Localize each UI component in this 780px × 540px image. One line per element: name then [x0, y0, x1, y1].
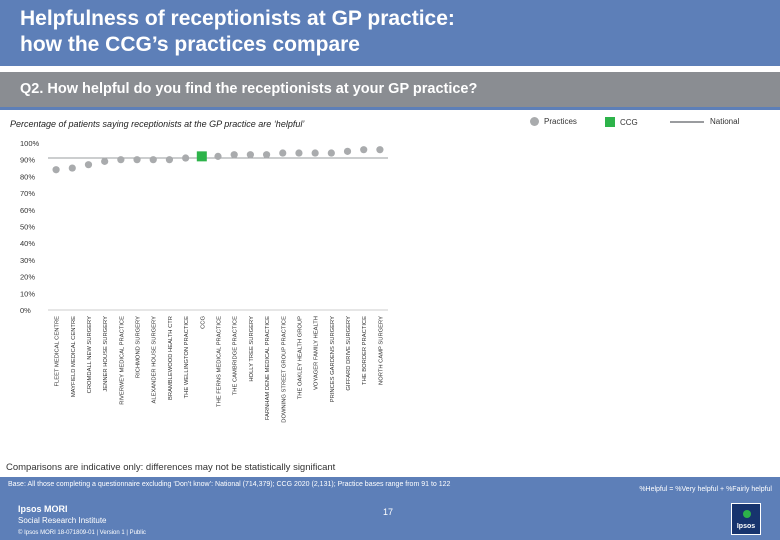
- practice-marker: [376, 146, 384, 154]
- legend-practices: Practices: [530, 117, 577, 126]
- ccg-marker: [196, 151, 207, 162]
- x-category-label: BRAMBLEWOOD HEALTH CTR: [168, 316, 174, 400]
- y-tick-label: 30%: [20, 256, 35, 265]
- y-tick-label: 90%: [20, 156, 35, 165]
- practice-dot-icon: [530, 117, 539, 126]
- page-title: Helpfulness of receptionists at GP pract…: [20, 6, 720, 58]
- practice-marker: [360, 146, 368, 154]
- practice-marker: [149, 156, 157, 164]
- x-category-label: FLEET MEDICAL CENTRE: [55, 316, 61, 387]
- header-bar: Helpfulness of receptionists at GP pract…: [0, 0, 780, 66]
- practice-marker: [101, 157, 109, 165]
- x-category-label: THE BORDER PRACTICE: [362, 316, 368, 385]
- ipsos-mori-logo-text: Ipsos MORI: [18, 504, 68, 514]
- x-category-label: FARNHAM DENE MEDICAL PRACTICE: [265, 316, 271, 420]
- x-category-label: RIVERWEY MEDICAL PRACTICE: [119, 316, 125, 405]
- practice-marker: [279, 149, 287, 157]
- copyright-text: © Ipsos MORI 18-071809-01 | Version 1 | …: [18, 530, 146, 536]
- logo-dot-icon: [743, 510, 751, 518]
- x-category-label: ALEXANDER HOUSE SURGERY: [152, 316, 158, 404]
- practice-marker: [52, 166, 60, 174]
- x-category-label: RICHMOND SURGERY: [136, 316, 142, 378]
- x-category-label: PRINCES GARDENS SURGERY: [330, 316, 336, 402]
- x-category-label: MAYFIELD MEDICAL CENTRE: [71, 316, 77, 397]
- practice-marker: [311, 149, 319, 157]
- practice-marker: [165, 156, 174, 164]
- practice-marker: [230, 151, 238, 159]
- y-tick-label: 70%: [20, 189, 35, 198]
- comparison-note: Comparisons are indicative only: differe…: [6, 462, 336, 473]
- y-tick-label: 60%: [20, 206, 35, 215]
- x-category-label: GIFFARD DRIVE SURGERY: [346, 316, 352, 391]
- x-category-label: THE WELLINGTON PRACTICE: [184, 316, 190, 398]
- y-tick-label: 20%: [20, 273, 35, 282]
- y-tick-label: 50%: [20, 223, 35, 232]
- question-bar: Q2. How helpful do you find the receptio…: [0, 72, 780, 110]
- title-line-2: how the CCG’s practices compare: [20, 33, 360, 56]
- x-category-label: CROMDALL NEW SURGERY: [87, 316, 93, 393]
- legend-national: National: [670, 117, 739, 126]
- practice-marker: [133, 156, 141, 164]
- base-text: Base: All those completing a questionnai…: [8, 481, 451, 488]
- x-category-label: HOLLY TREE SURGERY: [249, 316, 255, 382]
- practice-marker: [295, 149, 303, 157]
- practice-marker: [262, 151, 271, 159]
- x-category-label: JENNER HOUSE SURGERY: [103, 316, 109, 392]
- x-category-label: DOWNING STREET GROUP PRACTICE: [281, 316, 287, 423]
- x-category-label: THE OAKLEY HEALTH GROUP: [297, 316, 303, 399]
- x-category-label: VOYAGER FAMILY HEALTH: [314, 316, 320, 390]
- legend-national-label: National: [710, 117, 740, 126]
- x-category-label: THE CAMBRIDGE PRACTICE: [233, 316, 239, 395]
- practice-marker: [68, 164, 76, 172]
- practice-marker: [343, 147, 352, 155]
- social-research-institute-text: Social Research Institute: [18, 516, 107, 525]
- practice-marker: [214, 152, 222, 160]
- national-line-icon: [670, 120, 704, 123]
- footer-bar: Base: All those completing a questionnai…: [0, 477, 780, 540]
- x-category-label: CCG: [200, 316, 206, 329]
- chart-subtitle: Percentage of patients saying receptioni…: [10, 119, 305, 129]
- legend-practices-label: Practices: [544, 117, 577, 126]
- legend-ccg-label: CCG: [620, 117, 638, 127]
- helpful-formula: %Helpful = %Very helpful + %Fairly helpf…: [639, 486, 772, 493]
- x-category-label: THE FERNS MEDICAL PRACTICE: [217, 316, 223, 407]
- practice-marker: [246, 151, 254, 159]
- ccg-square-icon: [605, 117, 615, 127]
- practice-marker: [182, 154, 190, 162]
- y-tick-label: 100%: [20, 139, 40, 148]
- y-tick-label: 0%: [20, 306, 31, 315]
- y-tick-label: 80%: [20, 172, 35, 181]
- question-text: Q2. How helpful do you find the receptio…: [20, 81, 478, 97]
- practice-marker: [84, 161, 93, 169]
- y-tick-label: 40%: [20, 239, 35, 248]
- page-number: 17: [383, 507, 394, 517]
- legend-ccg: CCG: [605, 117, 638, 127]
- practice-marker: [327, 149, 335, 157]
- practice-marker: [117, 156, 125, 164]
- scatter-chart: 100% 90% 80% 70% 60% 50% 40% 30% 20% 10% 0% FLEET M…: [20, 139, 388, 423]
- ipsos-logo: Ipsos: [731, 503, 761, 535]
- title-line-1: Helpfulness of receptionists at GP pract…: [20, 7, 455, 30]
- chart-legend: Practices CCG National: [520, 117, 780, 131]
- x-category-label: NORTH CAMP SURGERY: [378, 316, 384, 385]
- ipsos-logo-text: Ipsos: [736, 523, 756, 530]
- y-tick-label: 10%: [20, 289, 35, 298]
